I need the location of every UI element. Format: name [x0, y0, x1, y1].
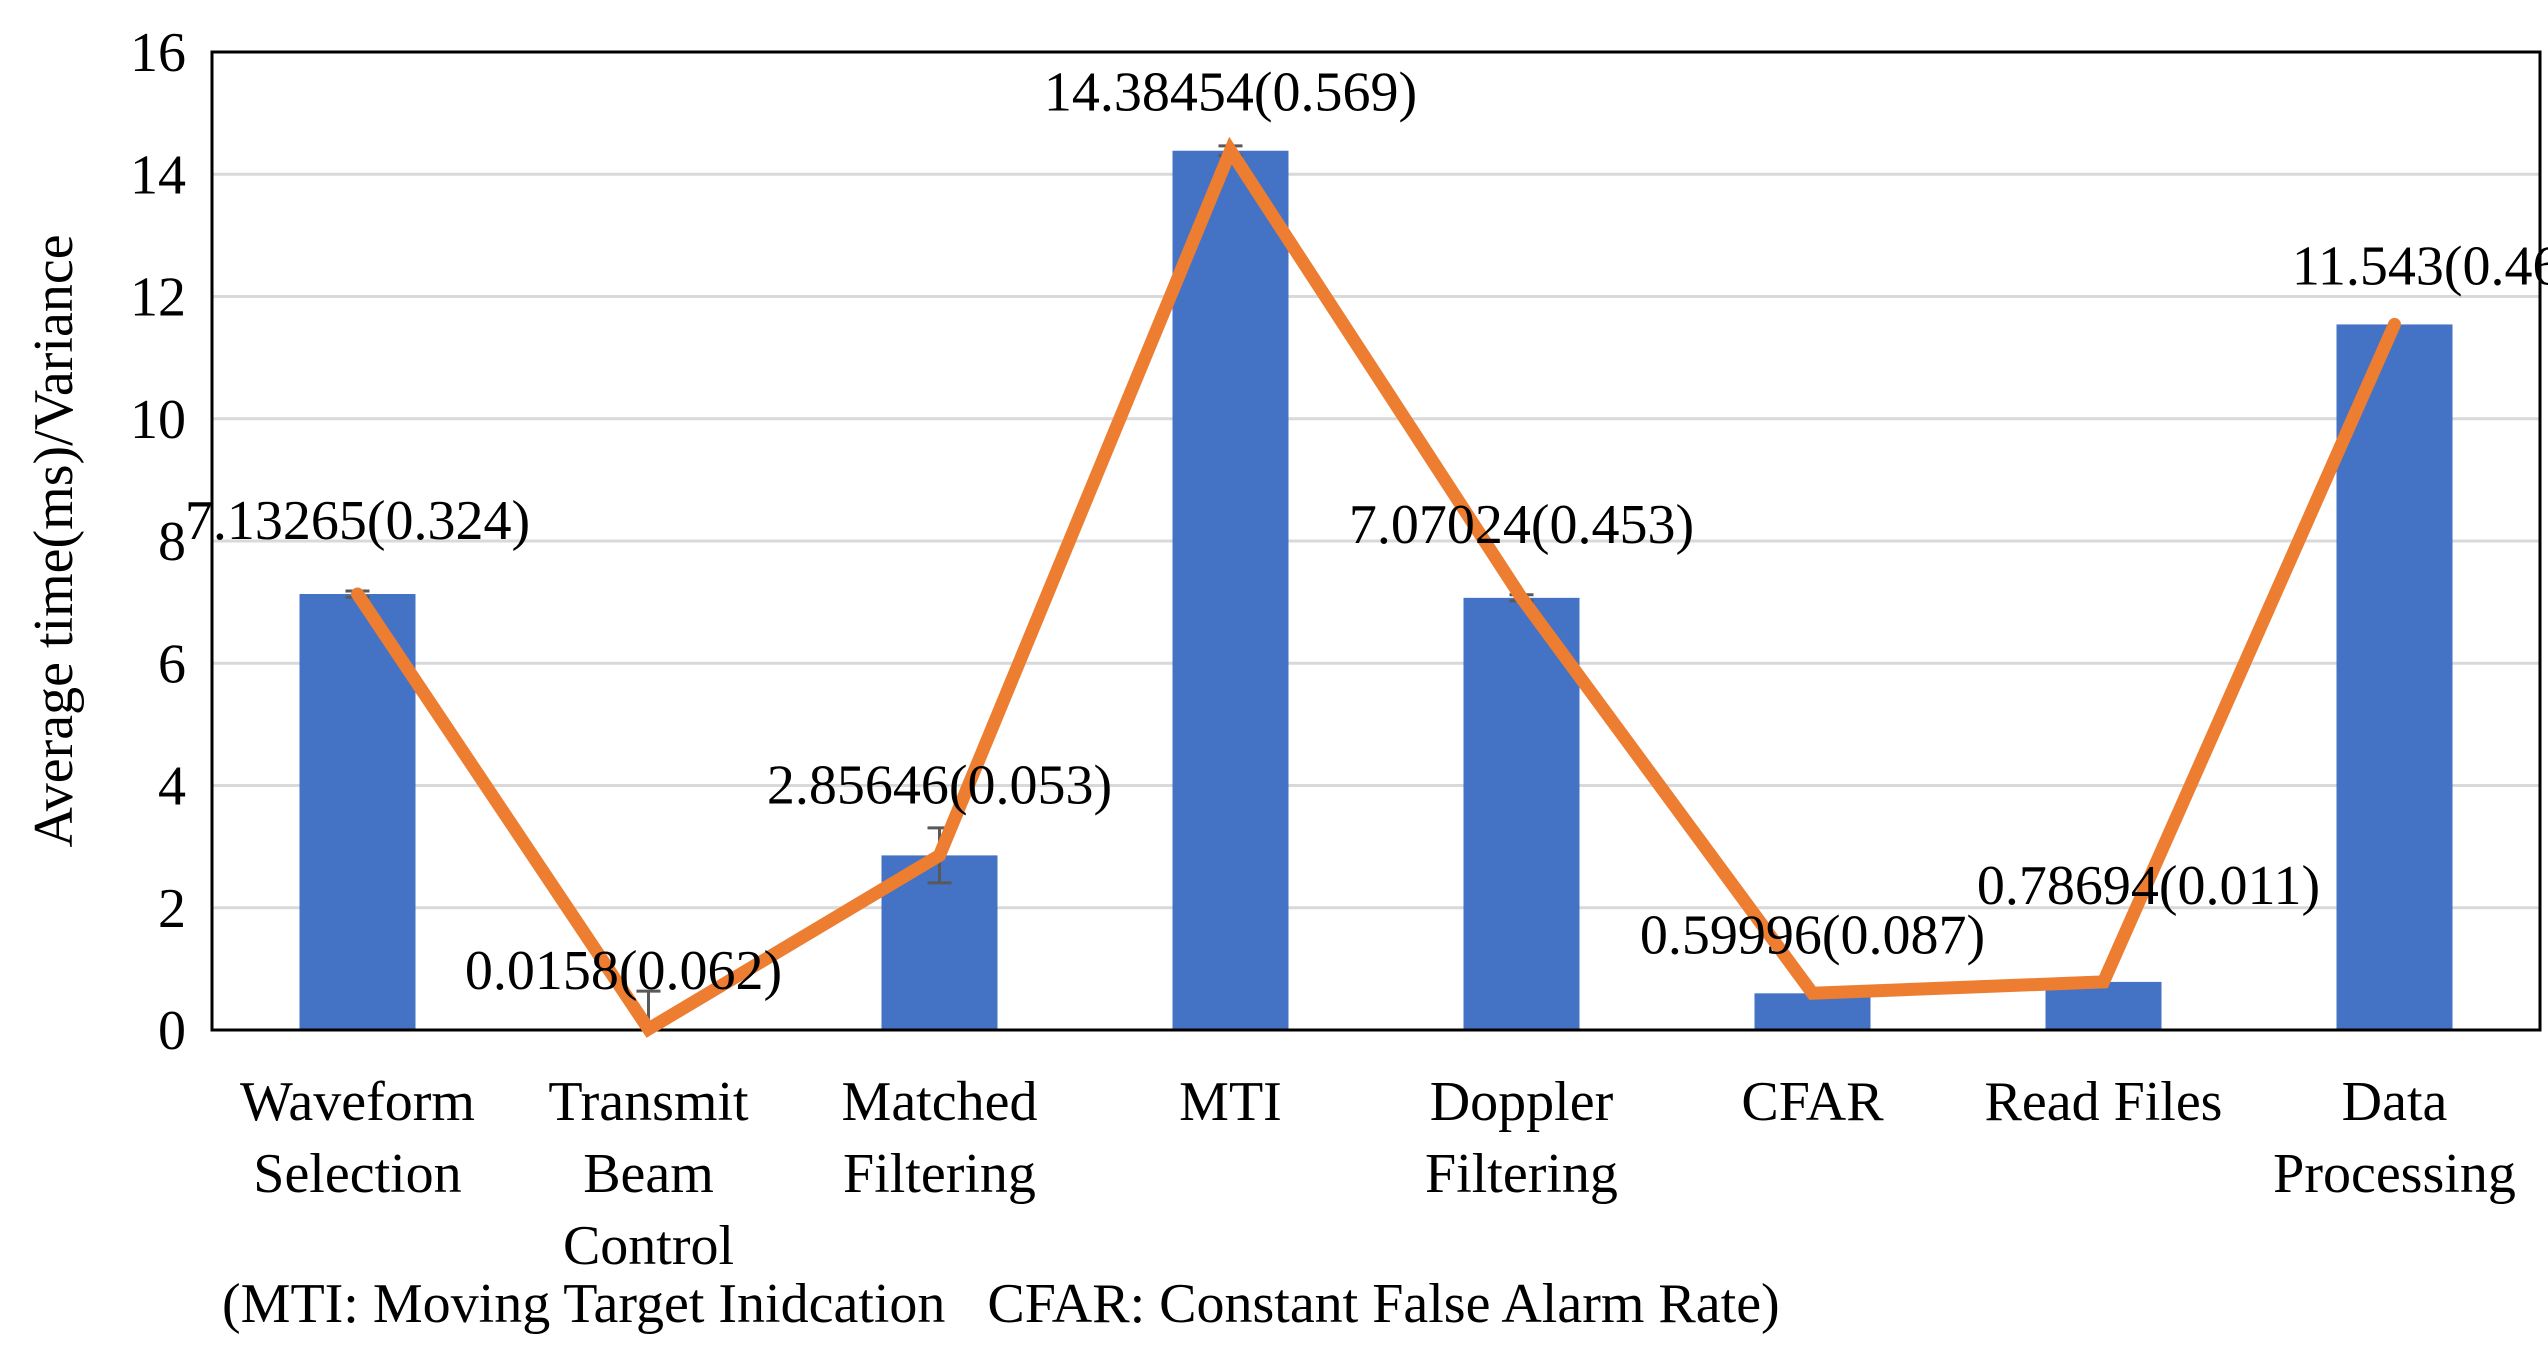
line-point-4 — [1520, 596, 1523, 599]
data-label-0: 7.13265(0.324) — [185, 490, 530, 552]
x-tick-label-3: MTI — [1179, 1071, 1282, 1133]
y-tick-labels: 0 2 4 6 8 10 12 14 16 — [130, 22, 186, 1062]
line-point-5 — [1811, 992, 1814, 995]
line-point-3 — [1229, 149, 1232, 152]
line-point-7 — [2393, 323, 2396, 326]
y-tick-label-8: 8 — [158, 511, 186, 573]
data-label-4: 7.07024(0.453) — [1349, 494, 1694, 556]
bar-4 — [1463, 597, 1580, 1030]
x-tick-label-4: Doppler Filtering — [1425, 1071, 1618, 1205]
line-point-2 — [938, 854, 941, 857]
x-tick-label-2: Matched Filtering — [842, 1071, 1038, 1205]
line-series — [351, 136, 2401, 1038]
x-tick-label-6: Read Files — [1985, 1071, 2223, 1133]
y-tick-label-14: 14 — [130, 144, 186, 206]
y-tick-label-4: 4 — [158, 756, 186, 818]
y-tick-label-12: 12 — [130, 267, 186, 329]
x-tick-label-5: CFAR — [1741, 1071, 1884, 1133]
data-label-5: 0.59996(0.087) — [1640, 904, 1985, 966]
bar-series — [299, 150, 2453, 1031]
y-tick-label-16: 16 — [130, 22, 186, 84]
y-tick-label-0: 0 — [158, 1000, 186, 1062]
data-label-1: 0.0158(0.062) — [465, 940, 782, 1002]
y-tick-label-10: 10 — [130, 389, 186, 451]
data-label-6: 0.78694(0.011) — [1977, 855, 2320, 917]
line-path — [351, 136, 2401, 1038]
x-tick-labels: Waveform Selection Transmit Beam Control Matc… — [240, 1071, 2516, 1277]
y-tick-label-2: 2 — [158, 878, 186, 940]
x-tick-label-7: Data Processing — [2273, 1071, 2516, 1205]
line-point-6 — [2102, 980, 2105, 983]
data-label-2: 2.85646(0.053) — [767, 754, 1112, 816]
line-point-0 — [356, 593, 359, 596]
line-point-1 — [647, 1028, 650, 1031]
bar-0 — [299, 594, 416, 1030]
y-tick-label-6: 6 — [158, 633, 186, 695]
chart-footnote: (MTI: Moving Target Inidcation CFAR: Con… — [222, 1273, 1780, 1335]
bar-7 — [2336, 324, 2453, 1031]
grid-lines — [212, 172, 2540, 910]
plot-frame — [210, 50, 2542, 1032]
data-labels: 7.13265(0.324) 0.0158(0.062) 2.85646(0.053… — [185, 62, 2548, 1002]
y-axis-label: Average time(ms)/Variance — [23, 234, 85, 847]
bar-3 — [1172, 150, 1289, 1030]
x-tick-label-0: Waveform Selection — [240, 1071, 475, 1205]
x-tick-label-1: Transmit Beam Control — [548, 1071, 749, 1277]
data-label-3: 14.38454(0.569) — [1044, 62, 1417, 124]
data-label-7: 11.543(0.468) — [2292, 235, 2548, 297]
